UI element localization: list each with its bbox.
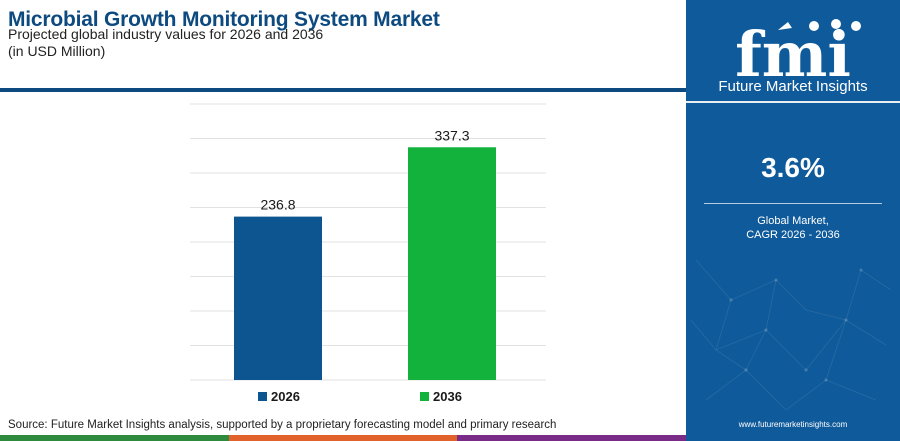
data-label-2026: 236.8	[260, 197, 295, 213]
sidebar-divider-top	[686, 101, 900, 103]
sidebar-panel: fmi Future Market Insights 3.6% Global M…	[686, 0, 900, 441]
strip-segment-green	[0, 435, 229, 441]
bar-2036	[408, 147, 496, 380]
strip-segment-orange	[229, 435, 457, 441]
legend-swatch-2026	[258, 392, 267, 401]
bar-2026	[234, 216, 322, 380]
network-background	[690, 259, 892, 411]
logo-figure-icon	[851, 21, 861, 31]
chart-subtitle: Projected global industry values for 202…	[8, 26, 324, 42]
logo-figure-icon	[809, 21, 819, 31]
website-link[interactable]: www.futuremarketinsights.com	[738, 420, 848, 429]
bottom-color-strip	[0, 435, 686, 441]
logo-mark: fmi	[735, 18, 861, 91]
source-note: Source: Future Market Insights analysis,…	[8, 419, 557, 431]
logo-figure-icon	[831, 19, 841, 29]
strip-segment-purple	[457, 435, 686, 441]
logo-bird-icon	[778, 22, 792, 30]
legend-label-2036: 2036	[433, 389, 462, 404]
data-label-2036: 337.3	[434, 127, 469, 143]
chart-unit: (in USD Million)	[8, 43, 106, 59]
legend-label-2026: 2026	[271, 389, 300, 404]
bar-chart: 236.8 337.3 2026 2036	[190, 103, 546, 404]
cagr-value: 3.6%	[761, 152, 825, 183]
legend-swatch-2036	[420, 392, 429, 401]
header-divider	[0, 88, 686, 92]
chart-title: Microbial Growth Monitoring System Marke…	[8, 8, 440, 31]
cagr-label-line2: CAGR 2026 - 2036	[746, 229, 840, 241]
logo-company-name: Future Market Insights	[718, 78, 868, 95]
sidebar-divider-middle	[704, 203, 882, 204]
header: Microbial Growth Monitoring System Marke…	[0, 0, 686, 88]
logo-letters: fmi	[735, 18, 851, 91]
fmi-logo: fmi	[686, 8, 900, 104]
cagr-label-line1: Global Market,	[757, 215, 829, 227]
